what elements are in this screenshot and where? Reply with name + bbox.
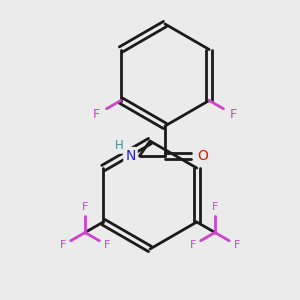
Text: F: F <box>190 240 196 250</box>
Text: F: F <box>104 240 110 250</box>
Text: F: F <box>82 202 88 212</box>
Text: F: F <box>212 202 218 212</box>
Text: H: H <box>115 139 124 152</box>
Text: F: F <box>234 240 240 250</box>
Text: F: F <box>60 240 66 250</box>
Text: O: O <box>198 149 208 163</box>
Text: F: F <box>93 108 100 121</box>
Text: N: N <box>125 149 136 163</box>
Text: F: F <box>230 108 237 121</box>
